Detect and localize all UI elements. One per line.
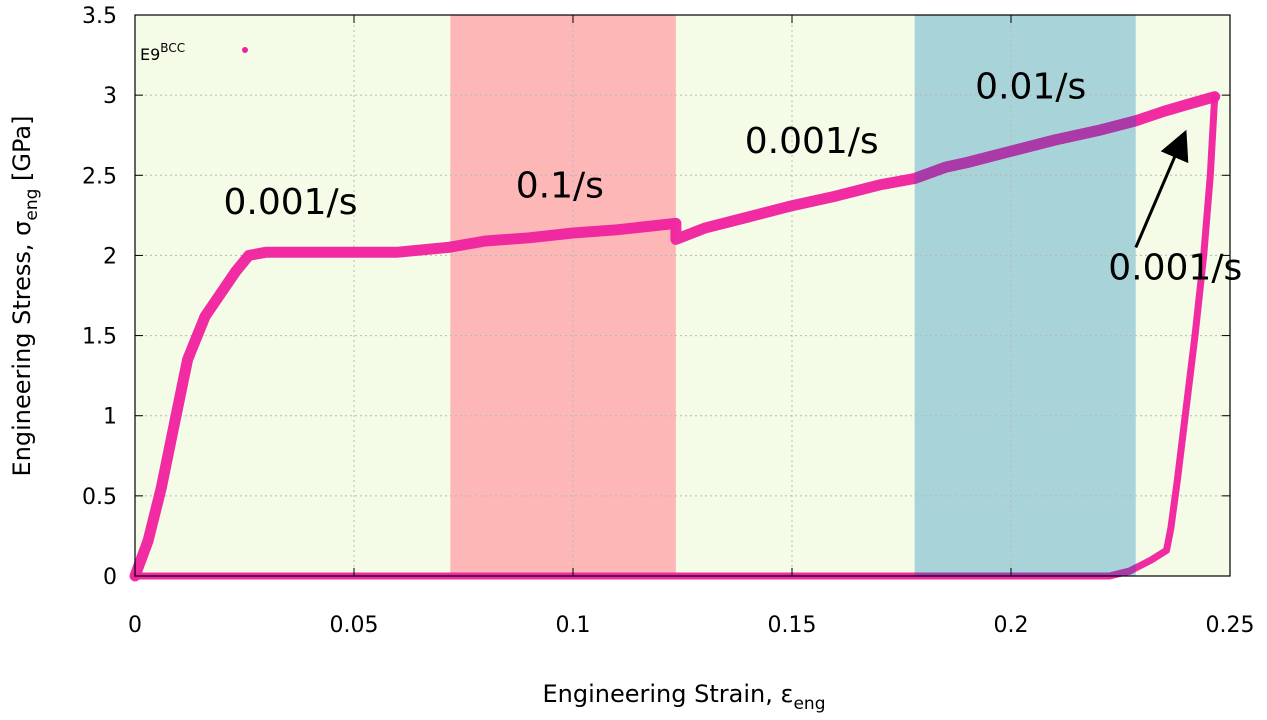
y-tick-label: 2 — [103, 244, 117, 269]
legend-label: E9BCC — [140, 41, 185, 64]
x-tick-label: 0.1 — [556, 613, 591, 638]
plot-frame — [134, 14, 1231, 577]
x-axis-ticks: 0 0.05 0.1 0.15 0.2 0.25 — [128, 15, 1254, 638]
annotation-arrow — [1134, 129, 1189, 249]
rate-annotation: 0.1/s — [516, 166, 604, 207]
region-0 — [135, 15, 451, 576]
x-axis-label: Engineering Strain, εeng — [543, 680, 826, 714]
y-tick-label: 0 — [103, 565, 117, 590]
y-axis-ticks: 0 0.5 1 1.5 2 2.5 3 3.5 — [82, 4, 1230, 590]
rate-annotation: 0.001/s — [745, 121, 879, 162]
y-tick-label: 3 — [103, 84, 117, 109]
rate-annotations: 0.001/s 0.1/s 0.001/s 0.01/s 0.001/s — [224, 66, 1243, 288]
rate-annotation: 0.01/s — [975, 66, 1086, 107]
x-tick-label: 0.15 — [768, 613, 817, 638]
x-tick-label: 0.25 — [1206, 613, 1255, 638]
y-tick-label: 3.5 — [82, 4, 117, 29]
teal-overlay — [914, 114, 1136, 576]
y-tick-label: 2.5 — [82, 164, 117, 189]
loading-curve-overlay — [914, 114, 1136, 185]
region-3 — [914, 15, 1136, 576]
y-tick-label: 1 — [103, 405, 117, 430]
rate-annotation: 0.001/s — [224, 182, 358, 223]
arrow-line — [1134, 129, 1189, 249]
x-tick-label: 0 — [128, 613, 142, 638]
region-1 — [450, 15, 676, 576]
x-tick-label: 0.05 — [330, 613, 379, 638]
y-tick-label: 1.5 — [82, 325, 117, 350]
y-axis-label: Engineering Stress, σeng [GPa] — [8, 116, 42, 477]
rate-annotation: 0.001/s — [1108, 247, 1242, 288]
y-tick-label: 0.5 — [82, 485, 117, 510]
legend-marker — [242, 47, 248, 53]
grid — [135, 15, 1230, 576]
legend: E9BCC — [140, 41, 248, 64]
region-2 — [675, 15, 915, 576]
x-tick-label: 0.2 — [994, 613, 1029, 638]
strain-rate-regions — [135, 15, 1230, 576]
